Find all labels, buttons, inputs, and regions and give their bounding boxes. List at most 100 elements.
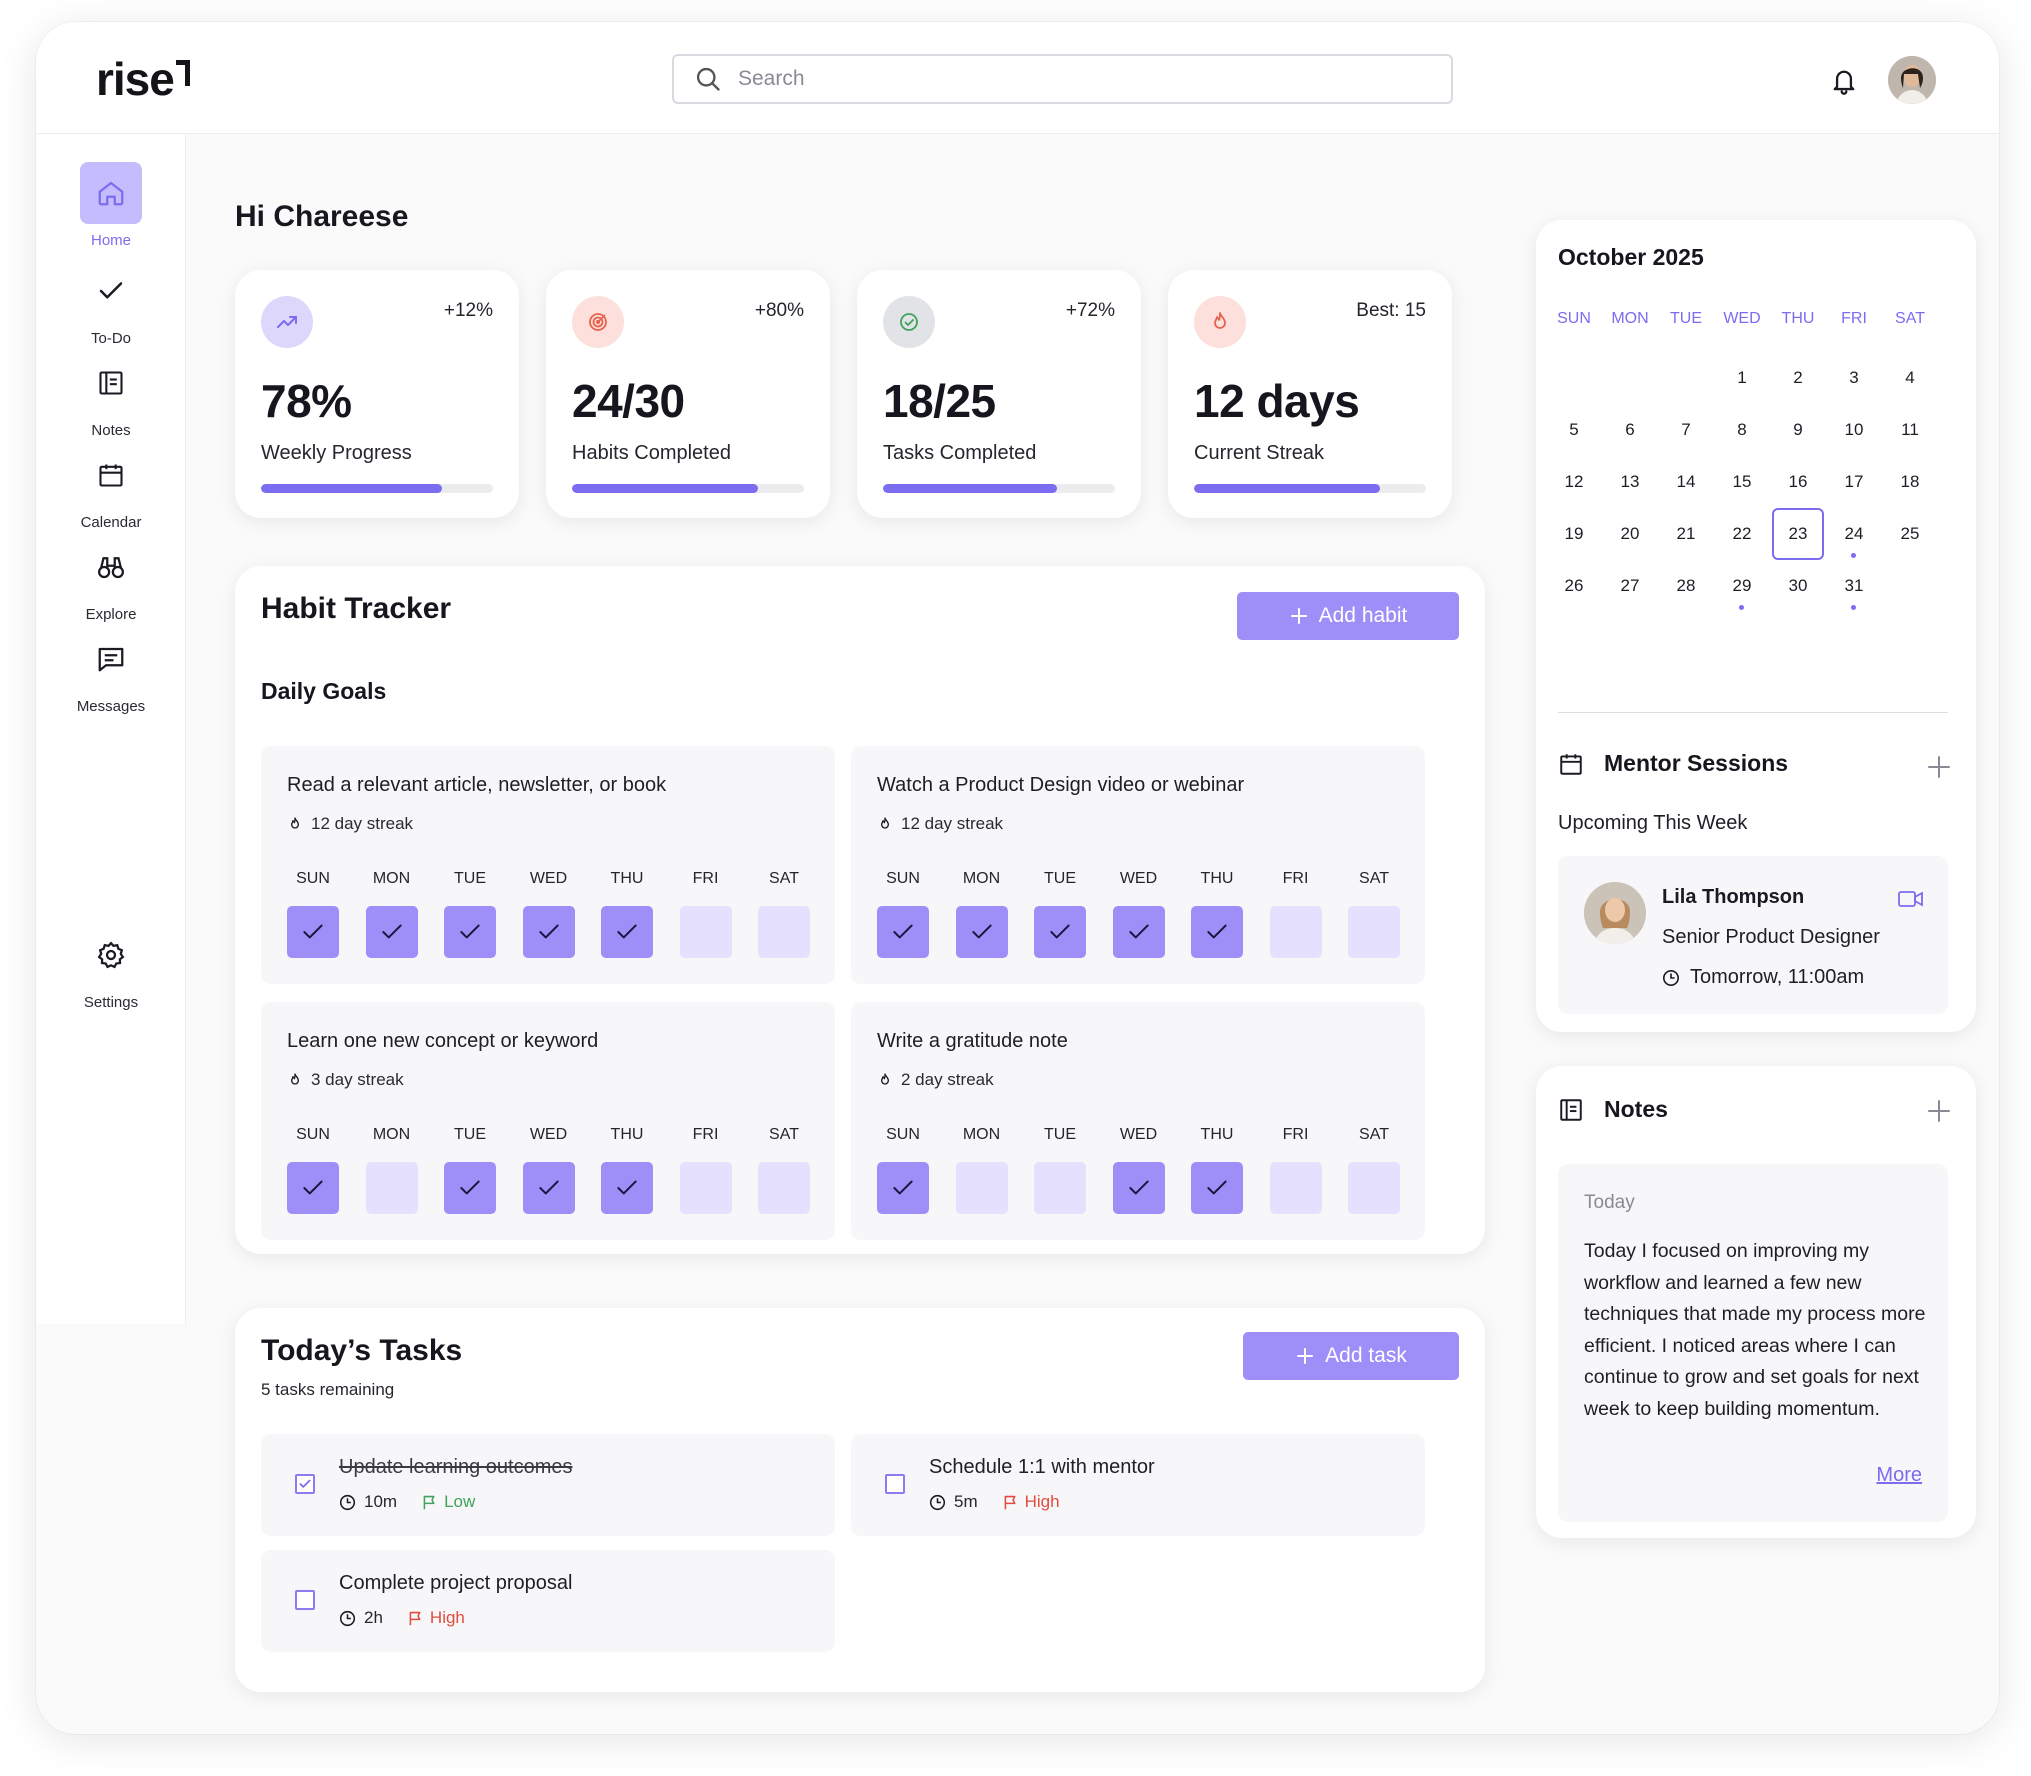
task-item[interactable]: Complete project proposal 2h High	[261, 1550, 835, 1652]
notes-icon	[80, 352, 142, 414]
habit-day-toggle[interactable]	[1034, 1162, 1086, 1214]
user-avatar[interactable]	[1888, 56, 1936, 104]
sidebar-item-settings[interactable]: Settings	[36, 924, 186, 1011]
mentor-time-text: Tomorrow, 11:00am	[1690, 966, 1865, 988]
calendar-day[interactable]: 30	[1788, 576, 1808, 595]
habit-day-toggle[interactable]	[287, 1162, 339, 1214]
stat-label: Habits Completed	[572, 442, 731, 464]
mentor-session-item[interactable]: Lila Thompson Senior Product Designer To…	[1558, 856, 1948, 1014]
calendar-day[interactable]: 5	[1569, 420, 1579, 439]
task-checkbox[interactable]	[295, 1474, 315, 1494]
bell-icon[interactable]	[1830, 66, 1858, 96]
calendar-day[interactable]: 2	[1793, 368, 1803, 387]
add-note-button[interactable]	[1924, 1096, 1954, 1126]
calendar-day[interactable]: 23	[1772, 508, 1824, 560]
habit-day-toggle[interactable]	[365, 906, 418, 958]
habit-day-toggle[interactable]	[444, 1162, 496, 1214]
stat-delta: +72%	[1065, 300, 1115, 321]
search-input[interactable]	[738, 67, 1418, 91]
logo[interactable]: rise	[96, 53, 175, 105]
calendar-day[interactable]: 15	[1732, 472, 1752, 491]
calendar-day[interactable]: 6	[1625, 420, 1635, 439]
calendar-day[interactable]: 25	[1900, 524, 1920, 543]
mentor-sessions-title: Mentor Sessions	[1604, 750, 1789, 776]
habit-day-toggle[interactable]	[365, 1162, 418, 1214]
day-label: THU	[1200, 1126, 1234, 1143]
calendar-day[interactable]: 20	[1620, 524, 1640, 543]
habit-day-toggle[interactable]	[287, 906, 339, 958]
task-checkbox[interactable]	[885, 1474, 905, 1494]
calendar-day[interactable]: 14	[1676, 472, 1696, 491]
habit-day-toggle[interactable]	[1191, 1162, 1243, 1214]
task-checkbox[interactable]	[295, 1590, 315, 1610]
add-task-label: Add task	[1325, 1344, 1407, 1367]
calendar-day[interactable]: 17	[1844, 472, 1864, 491]
calendar-day[interactable]: 12	[1564, 472, 1584, 491]
calendar-day[interactable]: 3	[1849, 368, 1859, 387]
calendar-day[interactable]: 10	[1844, 420, 1864, 439]
tasks-card: Today’s Tasks 5 tasks remaining Add task…	[235, 1308, 1485, 1692]
habit-day-toggle[interactable]	[877, 1162, 929, 1214]
habit-day-toggle[interactable]	[1269, 906, 1322, 958]
calendar-day[interactable]: 1	[1737, 368, 1747, 387]
sidebar-item-notes[interactable]: Notes	[36, 352, 186, 439]
habit-day-toggle[interactable]	[1034, 906, 1086, 958]
calendar-day[interactable]: 19	[1564, 524, 1584, 543]
habit-day-toggle[interactable]	[1191, 906, 1243, 958]
habit-day-toggle[interactable]	[758, 1162, 810, 1214]
sidebar-item-todo[interactable]: To-Do	[36, 260, 186, 347]
calendar-day[interactable]: 24	[1828, 508, 1880, 560]
stat-label: Weekly Progress	[261, 442, 412, 464]
calendar-day[interactable]: 21	[1676, 524, 1696, 543]
habit-day-toggle[interactable]	[522, 1162, 575, 1214]
sidebar-item-calendar[interactable]: Calendar	[36, 444, 186, 531]
calendar-day[interactable]: 11	[1901, 420, 1919, 439]
task-item[interactable]: Schedule 1:1 with mentor 5m High	[851, 1434, 1425, 1536]
calendar-day[interactable]: 31	[1828, 560, 1880, 612]
calendar-weekday: TUE	[1670, 310, 1702, 327]
habit-day-toggle[interactable]	[1348, 1162, 1400, 1214]
sidebar-item-home[interactable]: Home	[36, 162, 186, 249]
calendar-day[interactable]: 9	[1793, 420, 1803, 439]
habit-day-toggle[interactable]	[522, 906, 575, 958]
calendar-day[interactable]: 28	[1676, 576, 1696, 595]
habit-day-toggle[interactable]	[444, 906, 496, 958]
calendar-day[interactable]: 29	[1716, 560, 1768, 612]
sidebar-item-messages[interactable]: Messages	[36, 628, 186, 715]
habit-streak: 2 day streak	[877, 1070, 994, 1090]
habit-day-toggle[interactable]	[679, 906, 732, 958]
note-item[interactable]: Today Today I focused on improving my wo…	[1558, 1164, 1948, 1522]
habit-day-toggle[interactable]	[877, 906, 929, 958]
habit-day-toggle[interactable]	[1112, 1162, 1165, 1214]
search-box[interactable]	[672, 54, 1453, 104]
calendar-day[interactable]: 26	[1564, 576, 1584, 595]
note-more-link[interactable]: More	[1876, 1464, 1922, 1486]
habit-day-toggle[interactable]	[1112, 906, 1165, 958]
video-icon[interactable]	[1898, 890, 1924, 908]
calendar-day[interactable]: 18	[1900, 472, 1920, 491]
calendar-day[interactable]: 27	[1620, 576, 1640, 595]
habit-day-toggle[interactable]	[601, 906, 653, 958]
calendar-day[interactable]: 4	[1905, 368, 1915, 387]
add-session-button[interactable]	[1924, 752, 1954, 782]
sidebar-item-explore[interactable]: Explore	[36, 536, 186, 623]
task-item[interactable]: Update learning outcomes 10m Low	[261, 1434, 835, 1536]
habit-day-toggle[interactable]	[758, 906, 810, 958]
task-priority-text: Low	[444, 1492, 476, 1511]
habit-day-toggle[interactable]	[955, 1162, 1008, 1214]
habit-day-toggle[interactable]	[679, 1162, 732, 1214]
day-label: SAT	[1359, 1126, 1389, 1143]
habit-day-toggle[interactable]	[601, 1162, 653, 1214]
habit-day-toggle[interactable]	[1348, 906, 1400, 958]
habit-day-sat: SAT	[1348, 870, 1400, 958]
habit-day-toggle[interactable]	[1269, 1162, 1322, 1214]
stat-value: 18/25	[883, 375, 996, 427]
calendar-day[interactable]: 22	[1732, 524, 1752, 543]
calendar-day[interactable]: 7	[1681, 420, 1691, 439]
calendar-day[interactable]: 8	[1737, 420, 1747, 439]
add-habit-button[interactable]: Add habit	[1237, 592, 1459, 640]
habit-day-toggle[interactable]	[955, 906, 1008, 958]
calendar-day[interactable]: 16	[1788, 472, 1808, 491]
calendar-day[interactable]: 13	[1620, 472, 1640, 491]
add-task-button[interactable]: Add task	[1243, 1332, 1459, 1380]
